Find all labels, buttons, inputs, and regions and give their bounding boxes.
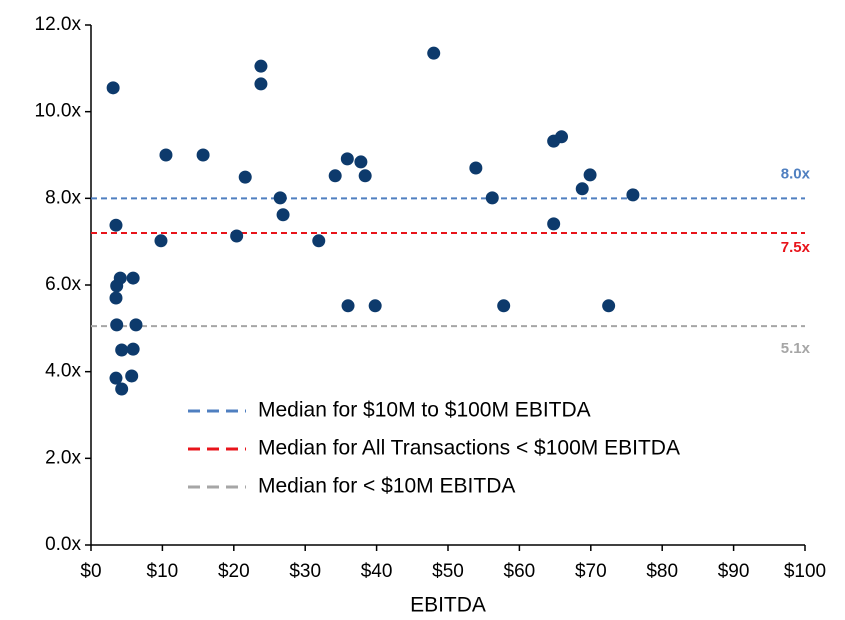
point [254,77,268,91]
point [109,291,123,305]
point [497,299,511,313]
x-tick-label: $10 [147,561,179,582]
point [126,271,140,285]
point [126,342,140,356]
point [109,371,123,385]
legend-label: Median for < $10M EBITDA [258,475,515,498]
point [341,299,355,313]
point [358,169,372,183]
point [469,161,483,175]
point [273,191,287,205]
x-tick-label: $30 [289,561,321,582]
reference-line-label: 7.5x [781,239,811,256]
y-tick-label: 12.0x [35,14,82,35]
point [276,208,290,222]
point [427,46,441,60]
point [626,188,640,202]
x-tick-label: $70 [575,561,607,582]
x-tick-label: $100 [784,561,826,582]
x-tick-label: $20 [218,561,250,582]
y-tick-label: 4.0x [45,361,81,382]
point [159,148,173,162]
point [340,152,354,166]
reference-line-label: 5.1x [781,340,811,357]
point [575,182,589,196]
point [254,59,268,73]
point [238,170,252,184]
point [154,234,168,248]
x-tick-label: $0 [80,561,101,582]
y-tick-label: 6.0x [45,274,81,295]
point [602,299,616,313]
point [110,318,124,332]
y-tick-label: 10.0x [35,101,82,122]
x-tick-label: $60 [504,561,536,582]
y-tick-label: 0.0x [45,534,81,555]
x-tick-label: $40 [361,561,393,582]
point [312,234,326,248]
point [109,218,123,232]
x-tick-label: $90 [718,561,750,582]
x-axis-label: EBITDA [410,594,486,617]
point [129,318,143,332]
point [110,279,124,293]
point [555,130,569,144]
legend-label: Median for $10M to $100M EBITDA [258,399,591,422]
legend-label: Median for All Transactions < $100M EBIT… [258,437,680,460]
point [485,191,499,205]
point [230,229,244,243]
point [354,155,368,169]
point [115,382,129,396]
y-tick-label: 2.0x [45,447,81,468]
x-tick-label: $50 [432,561,464,582]
point [115,343,129,357]
point [547,217,561,231]
x-tick-label: $80 [646,561,678,582]
reference-line-label: 8.0x [781,165,811,182]
point [106,81,120,95]
point [583,168,597,182]
point [328,169,342,183]
point [196,148,210,162]
point [368,299,382,313]
y-tick-label: 8.0x [45,187,81,208]
point [125,369,139,383]
